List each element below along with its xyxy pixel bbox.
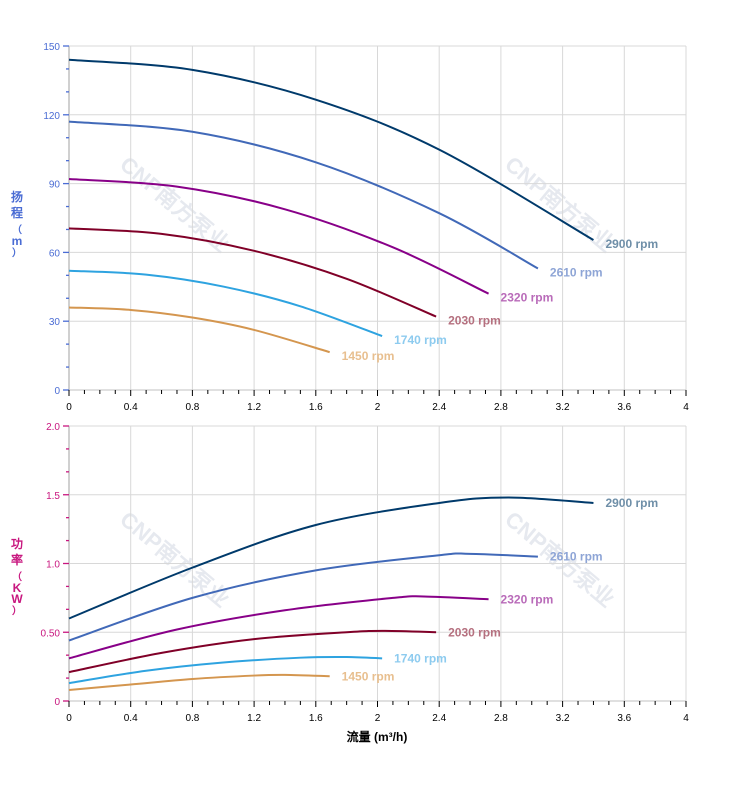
series-label: 2610 rpm xyxy=(550,550,603,564)
x-tick-label: 0.8 xyxy=(185,402,199,413)
series-label: 2610 rpm xyxy=(550,265,603,279)
x-tick-label: 2.4 xyxy=(432,713,446,724)
series-label: 2030 rpm xyxy=(448,625,501,639)
x-tick-label: 4 xyxy=(683,713,689,724)
power-axis-label: 功率（ K W） xyxy=(11,536,23,617)
y-tick-label: 1.0 xyxy=(46,560,60,571)
series-label: 1740 rpm xyxy=(394,651,447,665)
series-line-2900-rpm xyxy=(68,496,594,620)
y-tick-label: 30 xyxy=(49,317,61,328)
x-tick-label: 2.8 xyxy=(494,402,508,413)
x-tick-label: 0.4 xyxy=(124,713,138,724)
series-line-2030-rpm xyxy=(68,227,437,318)
head-axis-label: 扬程（ m） xyxy=(11,189,23,259)
x-tick-label: 0.8 xyxy=(185,713,199,724)
series-line-2900-rpm xyxy=(68,58,594,241)
x-tick-label: 4 xyxy=(683,402,689,413)
flow-axis-label: 流量 (m³/h) xyxy=(347,729,408,744)
x-tick-label: 0.4 xyxy=(124,402,138,413)
series-label: 2320 rpm xyxy=(501,291,554,305)
x-tick-label: 1.6 xyxy=(309,402,323,413)
y-tick-label: 0 xyxy=(54,386,60,397)
series-line-1450-rpm xyxy=(68,673,330,691)
series-label: 2900 rpm xyxy=(605,237,658,251)
y-tick-label: 0.50 xyxy=(41,628,61,639)
y-tick-label: 2.0 xyxy=(46,422,60,433)
series-line-2610-rpm xyxy=(68,552,538,642)
x-tick-label: 1.2 xyxy=(247,713,261,724)
series-label: 1450 rpm xyxy=(342,669,395,683)
x-tick-label: 1.6 xyxy=(309,713,323,724)
series-line-2320-rpm xyxy=(68,595,489,660)
y-tick-label: 0 xyxy=(54,697,60,708)
y-tick-label: 90 xyxy=(49,180,61,191)
x-tick-label: 1.2 xyxy=(247,402,261,413)
series-label: 2030 rpm xyxy=(448,314,501,328)
y-tick-label: 60 xyxy=(49,248,61,259)
x-tick-label: 3.2 xyxy=(556,713,570,724)
panel-0: CNP南方泵业 CNP南方泵业 0 30 60 90 120 150 0 0.4 0.8 1.2 1.6… xyxy=(43,42,689,413)
x-tick-label: 3.6 xyxy=(617,402,631,413)
series-line-1740-rpm xyxy=(68,655,383,685)
series-line-1450-rpm xyxy=(68,306,330,354)
x-tick-label: 0 xyxy=(66,713,72,724)
series-line-1740-rpm xyxy=(68,269,383,338)
x-tick-label: 3.2 xyxy=(556,402,570,413)
watermark-logo: CNP南方泵业 xyxy=(500,151,619,257)
watermark-logo: CNP南方泵业 xyxy=(115,151,234,257)
y-tick-label: 150 xyxy=(43,42,60,53)
y-tick-label: 1.5 xyxy=(46,491,60,502)
series-label: 2320 rpm xyxy=(501,592,554,606)
x-tick-label: 2.4 xyxy=(432,402,446,413)
series-label: 1450 rpm xyxy=(342,349,395,363)
x-tick-label: 3.6 xyxy=(617,713,631,724)
series-line-2030-rpm xyxy=(68,629,437,674)
series-label: 2900 rpm xyxy=(605,496,658,510)
x-tick-label: 2.8 xyxy=(494,713,508,724)
x-tick-label: 2 xyxy=(375,402,381,413)
series-line-2320-rpm xyxy=(68,178,489,295)
x-tick-label: 2 xyxy=(375,713,381,724)
x-tick-label: 0 xyxy=(66,402,72,413)
y-tick-label: 120 xyxy=(43,111,60,122)
series-line-2610-rpm xyxy=(68,120,539,270)
series-label: 1740 rpm xyxy=(394,333,447,347)
